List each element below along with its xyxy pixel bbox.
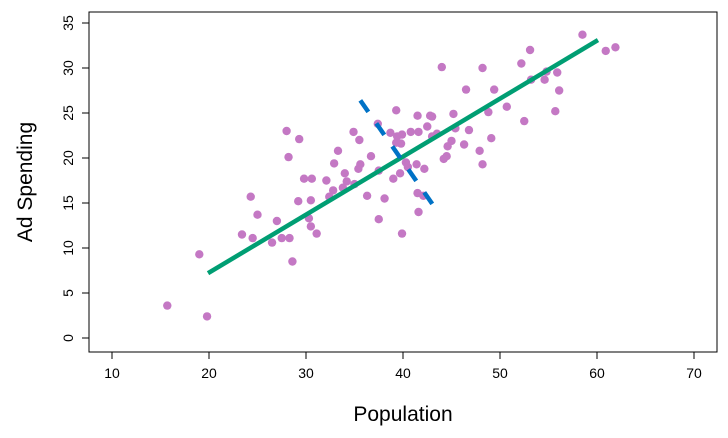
- data-point: [312, 229, 321, 238]
- data-point: [517, 59, 526, 68]
- data-point: [611, 43, 620, 52]
- data-point: [414, 207, 423, 217]
- x-tick-label: 30: [298, 365, 314, 381]
- y-axis-label: Ad Spending: [14, 122, 37, 242]
- data-point: [420, 164, 429, 173]
- data-point: [461, 85, 471, 94]
- data-point: [413, 111, 422, 120]
- x-tick-label: 50: [492, 365, 508, 381]
- data-points: [163, 30, 620, 321]
- data-point: [288, 257, 297, 266]
- data-point: [248, 233, 257, 243]
- data-point: [374, 215, 383, 224]
- data-point: [520, 116, 529, 126]
- x-axis-label: Population: [353, 403, 452, 426]
- x-tick-label: 40: [395, 365, 411, 381]
- data-point: [299, 174, 309, 183]
- x-tick-label: 70: [686, 365, 702, 381]
- data-point: [484, 107, 493, 117]
- data-point: [392, 106, 401, 115]
- data-point: [267, 238, 277, 247]
- y-tick-label: 35: [60, 15, 76, 31]
- x-tick-label: 10: [104, 365, 120, 381]
- data-point: [356, 160, 365, 169]
- data-point: [601, 46, 610, 56]
- data-point: [294, 197, 303, 206]
- data-point: [487, 134, 496, 143]
- first-component-line: [206, 38, 600, 276]
- data-point: [282, 126, 291, 136]
- data-point: [412, 160, 421, 169]
- plot-frame: [88, 11, 718, 353]
- data-point: [554, 86, 564, 95]
- data-point: [284, 152, 293, 162]
- data-point: [306, 222, 316, 231]
- data-point: [322, 176, 331, 185]
- data-point: [437, 62, 446, 72]
- x-tick-label: 20: [201, 365, 217, 381]
- data-point: [397, 229, 407, 238]
- data-point: [362, 191, 372, 200]
- data-point: [489, 85, 499, 94]
- data-point: [237, 230, 247, 239]
- data-point: [397, 130, 407, 139]
- data-point: [380, 194, 389, 203]
- data-point: [464, 125, 474, 135]
- data-point: [342, 177, 351, 186]
- data-point: [295, 134, 304, 144]
- data-point: [459, 140, 469, 149]
- data-point: [396, 139, 406, 148]
- data-point: [442, 152, 451, 161]
- data-point: [328, 186, 338, 195]
- component-lines: [206, 38, 600, 276]
- data-point: [525, 45, 535, 55]
- y-tick-label: 10: [60, 240, 76, 256]
- data-point: [414, 127, 423, 137]
- data-point: [366, 152, 376, 161]
- data-point: [329, 159, 339, 168]
- data-point: [389, 174, 398, 183]
- data-point: [447, 136, 456, 146]
- y-tick-label: 0: [60, 334, 76, 342]
- data-point: [285, 233, 294, 243]
- data-point: [195, 250, 204, 259]
- data-point: [475, 146, 484, 155]
- data-point: [253, 210, 262, 219]
- y-tick-label: 30: [60, 60, 76, 76]
- data-point: [478, 160, 487, 169]
- data-point: [333, 146, 343, 155]
- data-point: [502, 102, 511, 111]
- data-point: [578, 30, 587, 39]
- data-point: [395, 169, 405, 178]
- data-point: [349, 127, 358, 137]
- axes: 10 20 30 40 50 60 70 0 5 10 15 20 25 30 35: [60, 15, 702, 381]
- data-point: [553, 68, 562, 77]
- data-point: [272, 216, 282, 226]
- y-tick-label: 25: [60, 105, 76, 121]
- data-point: [307, 174, 317, 183]
- data-point: [306, 196, 316, 205]
- data-point: [540, 75, 549, 84]
- data-point: [423, 122, 432, 131]
- data-point: [202, 312, 212, 321]
- data-point: [406, 127, 415, 137]
- data-point: [163, 301, 172, 310]
- data-point: [355, 135, 364, 145]
- data-point: [386, 128, 395, 137]
- x-tick-label: 60: [589, 365, 605, 381]
- data-point: [427, 112, 437, 121]
- data-point: [277, 233, 286, 243]
- second-component-line: [358, 99, 440, 214]
- data-point: [449, 109, 458, 119]
- data-point: [246, 192, 255, 201]
- data-point: [478, 63, 487, 73]
- y-tick-label: 5: [60, 289, 76, 297]
- y-tick-label: 20: [60, 150, 76, 166]
- data-point: [340, 169, 349, 178]
- y-tick-label: 15: [60, 195, 76, 211]
- data-point: [551, 107, 560, 116]
